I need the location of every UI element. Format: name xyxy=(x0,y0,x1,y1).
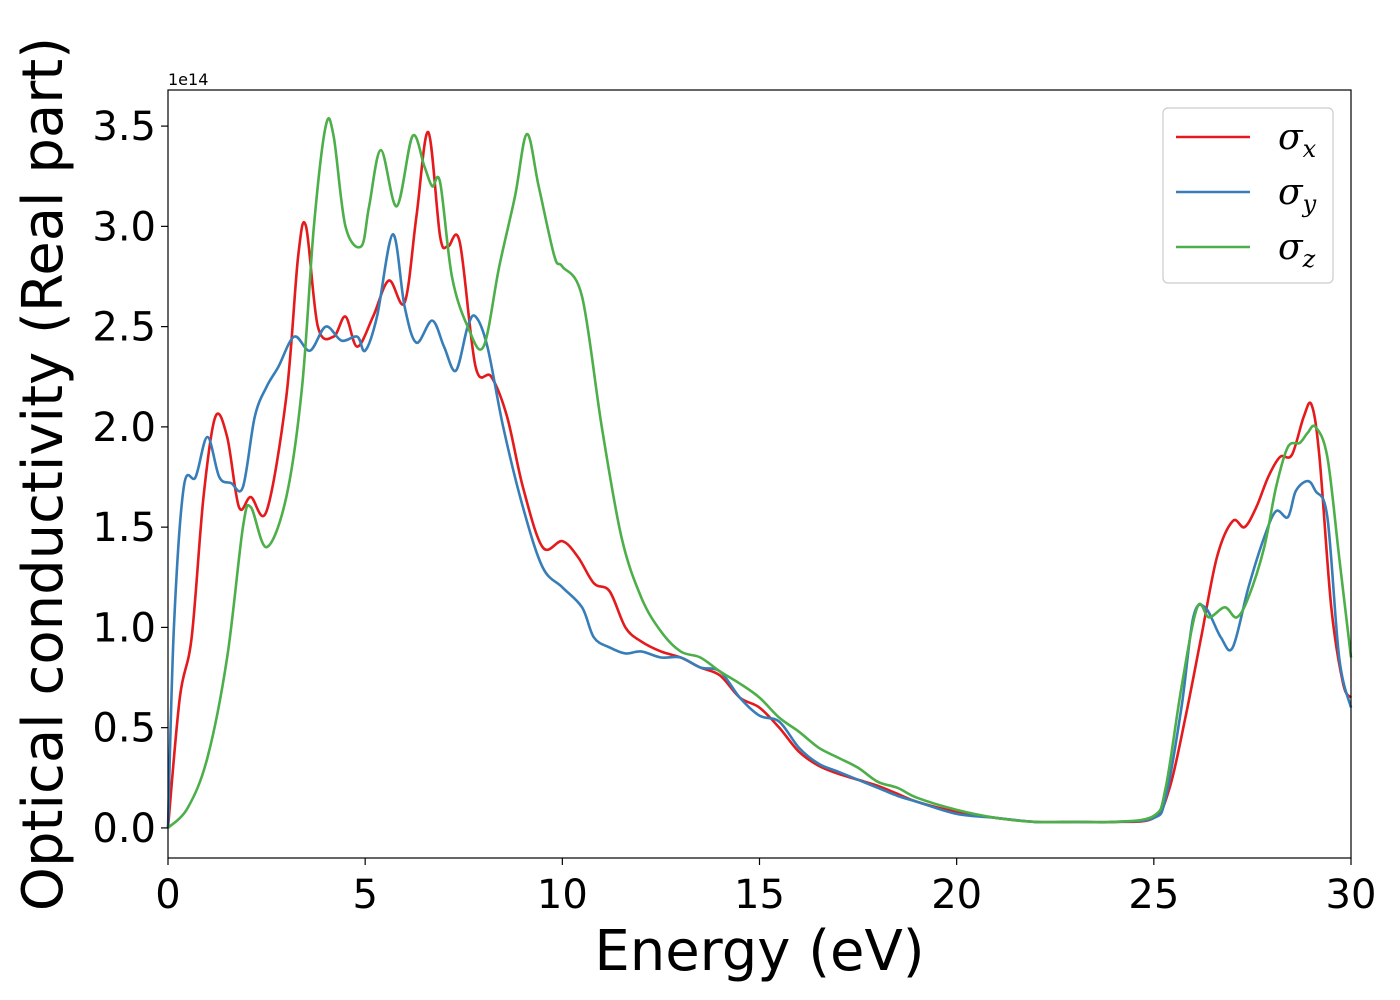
x-tick-label: 25 xyxy=(1128,872,1179,918)
series-line-sigma-y xyxy=(166,233,1353,828)
y-axis-title: Optical conductivity (Real part) xyxy=(11,37,76,911)
x-tick-label: 5 xyxy=(352,872,377,918)
series-line-sigma-x xyxy=(166,130,1353,829)
legend: σx σy σz xyxy=(1162,107,1334,284)
y-tick-label: 2.5 xyxy=(92,305,156,351)
y-tick-label: 3.5 xyxy=(92,104,156,150)
x-tick-label: 10 xyxy=(537,872,588,918)
series-line-sigma-z xyxy=(167,116,1353,829)
x-axis-title: Energy (eV) xyxy=(594,919,924,984)
legend-label-sigma-x: σx xyxy=(1278,117,1317,163)
y-offset-label: 1e14 xyxy=(168,70,208,89)
y-tick-label: 3.0 xyxy=(92,204,156,250)
x-axis-ticks: 0 5 10 15 20 25 30 xyxy=(155,858,1376,918)
series-layer xyxy=(166,116,1353,829)
x-tick-label: 0 xyxy=(155,872,180,918)
x-tick-label: 15 xyxy=(734,872,785,918)
y-tick-label: 0.5 xyxy=(92,706,156,752)
x-tick-label: 30 xyxy=(1326,872,1377,918)
y-tick-label: 2.0 xyxy=(92,405,156,451)
legend-label-sigma-z: σz xyxy=(1278,227,1316,273)
y-tick-label: 1.5 xyxy=(92,505,156,551)
y-tick-label: 1.0 xyxy=(92,605,156,651)
legend-frame xyxy=(1162,107,1334,284)
y-tick-label: 0.0 xyxy=(92,806,156,852)
x-tick-label: 20 xyxy=(931,872,982,918)
y-axis-ticks: 0.0 0.5 1.0 1.5 2.0 2.5 3.0 3.5 xyxy=(92,104,168,852)
legend-label-sigma-y: σy xyxy=(1278,172,1317,218)
